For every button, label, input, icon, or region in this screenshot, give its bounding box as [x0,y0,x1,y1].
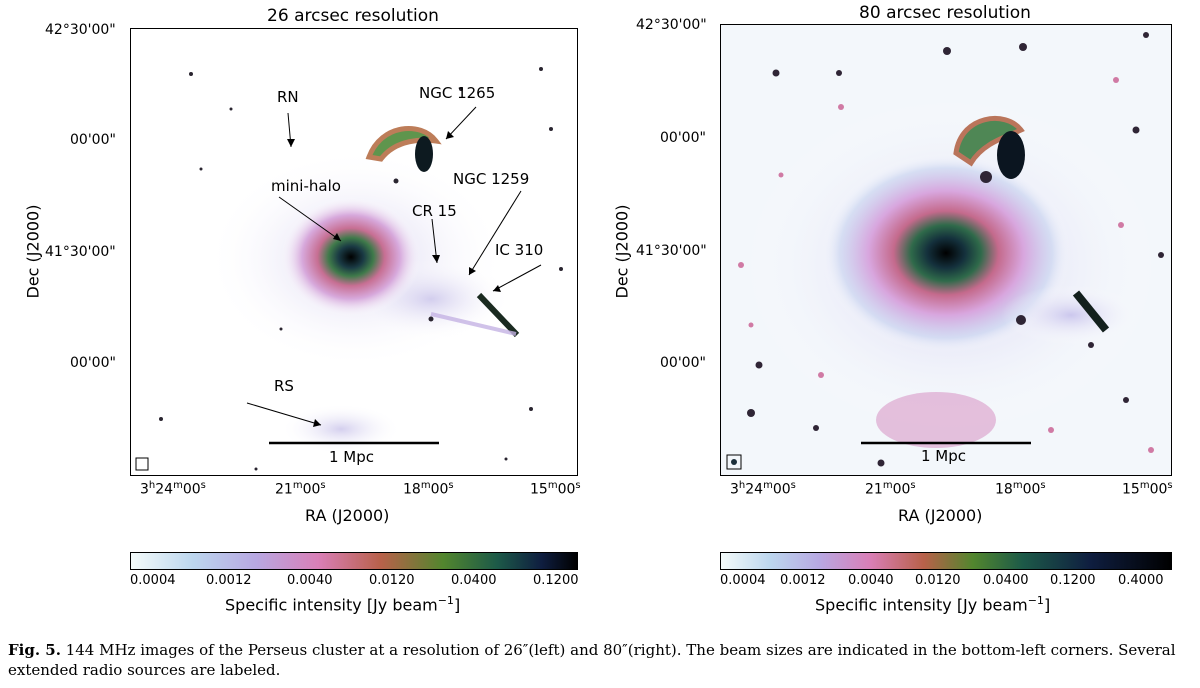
right-cb-tick-5: 0.0400 [983,573,1029,588]
right-xlabel: RA (J2000) [898,506,983,525]
right-scalebar-label: 1 Mpc [921,447,966,465]
right-beam-box [726,454,742,470]
right-ra-tick-4: 15m00s [1122,480,1173,498]
left-ra-tick-1: 3h24m00s [140,480,206,498]
left-ra-tick-2: 21m00s [275,480,326,498]
right-ic310-emission [1072,290,1110,333]
caption-text: 144 MHz images of the Perseus cluster at… [8,641,1176,679]
left-colorbar [130,552,578,570]
right-colorbar-label: Specific intensity [Jy beam−1] [815,594,1051,615]
right-radio-image: 1 Mpc [720,24,1172,476]
right-ngc1265-emission [953,115,1025,167]
left-ra-tick-4: 15m00s [530,480,581,498]
right-colorbar [720,552,1172,570]
left-dec-tick-1: 42°30'00" [45,22,116,38]
label-ngc1259: NGC 1259 [453,170,529,188]
right-cb-tick-1: 0.0004 [720,573,766,588]
right-ra-tick-1: 3h24m00s [730,480,796,498]
left-beam-box [135,457,149,471]
left-cb-tick-4: 0.0120 [369,573,415,588]
left-cb-tick-2: 0.0012 [206,573,252,588]
right-dec-tick-3: 41°30'00" [636,243,707,259]
ngc1265-emission [365,126,442,162]
left-scalebar-label: 1 Mpc [329,448,374,466]
right-cb-tick-2: 0.0012 [780,573,826,588]
left-ra-tick-3: 18m00s [403,480,454,498]
right-panel-title: 80 arcsec resolution [859,3,1031,23]
left-cb-tick-3: 0.0040 [287,573,333,588]
label-rn: RN [277,88,299,106]
left-dec-tick-4: 00'00" [70,355,116,371]
right-cb-tick-7: 0.4000 [1118,573,1164,588]
left-dec-tick-3: 41°30'00" [45,244,116,260]
label-rs: RS [274,377,294,395]
left-xlabel: RA (J2000) [305,506,390,525]
ic310-emission [476,292,520,338]
right-dec-tick-1: 42°30'00" [636,17,707,33]
left-cb-tick-5: 0.0400 [451,573,497,588]
label-ngc1265: NGC 1265 [419,84,495,102]
right-cb-tick-4: 0.0120 [915,573,961,588]
label-ic310: IC 310 [495,241,543,259]
left-cb-tick-1: 0.0004 [130,573,176,588]
label-cr15: CR 15 [412,202,457,220]
right-ylabel: Dec (J2000) [612,204,632,299]
left-dec-tick-2: 00'00" [70,132,116,148]
right-dec-tick-2: 00'00" [660,130,706,146]
right-ra-tick-2: 21m00s [865,480,916,498]
left-colorbar-label: Specific intensity [Jy beam−1] [225,594,461,615]
right-cb-tick-3: 0.0040 [848,573,894,588]
right-dec-tick-4: 00'00" [660,355,706,371]
left-radio-image: RN NGC 1265 NGC 1259 mini-halo CR 15 IC … [130,28,578,476]
right-cb-tick-6: 0.1200 [1050,573,1096,588]
right-ra-tick-3: 18m00s [995,480,1046,498]
label-mini-halo: mini-halo [271,177,341,195]
mini-halo-emission [281,197,421,317]
figure-caption: Fig. 5. 144 MHz images of the Perseus cl… [8,640,1198,680]
right-image-svg: 1 Mpc [721,25,1171,475]
left-image-svg: RN NGC 1265 NGC 1259 mini-halo CR 15 IC … [135,67,563,471]
left-ylabel: Dec (J2000) [23,204,43,299]
caption-label: Fig. 5. [8,641,61,659]
left-panel-title: 26 arcsec resolution [267,6,439,26]
left-cb-tick-6: 0.1200 [533,573,579,588]
